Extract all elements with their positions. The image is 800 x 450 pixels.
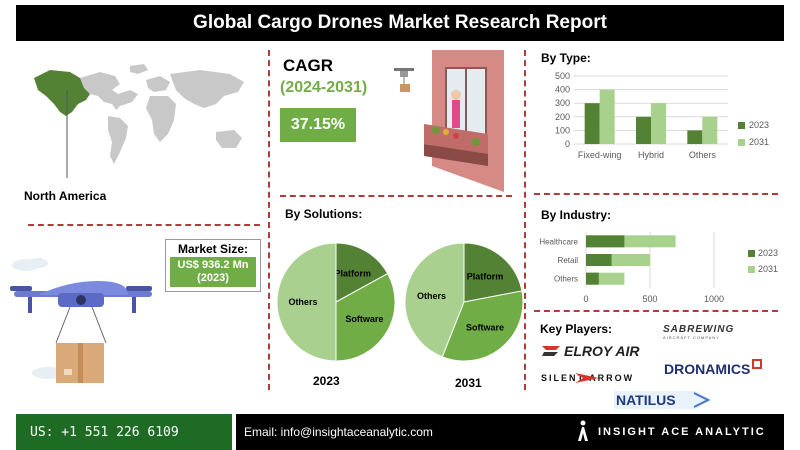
industry-legend-label: 2031 — [758, 264, 778, 274]
market-size-value-box: US$ 936.2 Mn (2023) — [170, 257, 256, 287]
cargo-drone-illustration — [10, 258, 152, 383]
type-bar-2023 — [636, 116, 651, 144]
pie-slice-platform — [335, 242, 389, 303]
by-solutions-pie-2023: Platform Software Others — [276, 242, 396, 362]
type-ytick-label: 500 — [555, 71, 570, 81]
pie-label: Platform — [335, 269, 372, 279]
pie-slice-others — [404, 242, 465, 358]
north-america-region — [34, 70, 90, 116]
type-legend-swatch — [738, 122, 745, 129]
type-bar-2031 — [702, 116, 718, 144]
type-legend-swatch — [738, 139, 745, 146]
type-ytick-label: 0 — [565, 139, 570, 149]
by-industry-bar-chart: 0 500 1000 Healthcare Retail Others 2023 2031 — [539, 232, 778, 304]
industry-bar-2023 — [586, 235, 625, 248]
type-bar-2023 — [584, 103, 600, 144]
pie-year-2023: 2023 — [313, 374, 340, 388]
region-label: North America — [24, 189, 107, 203]
divider-right-1 — [534, 193, 778, 195]
dronamics-name: DRONAMICS — [664, 361, 751, 377]
by-solutions-pie-2031: Platform Software Others — [404, 242, 524, 362]
divider-vertical-2 — [524, 50, 526, 390]
type-ytick-label: 200 — [555, 112, 570, 122]
type-category-label: Hybrid — [638, 150, 664, 160]
key-players-title: Key Players: — [540, 322, 613, 336]
type-ytick-label: 400 — [555, 85, 570, 95]
pie-slice-software — [335, 272, 396, 362]
balcony-drone-illustration — [394, 50, 504, 192]
dronamics-logo: DRONAMICS — [664, 358, 763, 380]
market-size-value: US$ 936.2 Mn — [177, 259, 249, 271]
footer-contact-bar: Email: info@insightaceanalytic.com INSIG… — [236, 414, 784, 450]
report-title: Global Cargo Drones Market Research Repo… — [193, 12, 607, 33]
footer-brand: INSIGHT ACE ANALYTIC — [598, 426, 766, 438]
industry-bar-2023 — [586, 272, 599, 285]
pie-label: Others — [417, 291, 446, 301]
industry-category-label: Healthcare — [539, 237, 578, 246]
silent-arrow-logo: SILENT ARROW — [541, 371, 634, 385]
industry-legend-swatch — [748, 250, 755, 257]
type-legend-label: 2031 — [749, 137, 769, 147]
pie-label: Software — [466, 322, 504, 332]
pie-slice-platform — [463, 242, 523, 303]
elroy-mark-icon — [542, 346, 560, 356]
report-title-bar: Global Cargo Drones Market Research Repo… — [16, 5, 784, 41]
by-solutions-title: By Solutions: — [285, 207, 363, 221]
type-category-label: Others — [689, 150, 717, 160]
industry-legend-label: 2023 — [758, 248, 778, 258]
dronamics-mark-icon — [752, 359, 763, 369]
pie-slice-software — [441, 290, 524, 362]
by-type-bar-chart: 0 100 200 300 400 500 Fixed-wing Hybrid Others 20… — [555, 71, 769, 160]
cagr-value: 37.15% — [280, 108, 356, 142]
type-ytick-label: 300 — [555, 98, 570, 108]
elroy-air-name: ELROY AIR — [564, 343, 640, 359]
cagr-period: (2024-2031) — [280, 79, 368, 96]
elroy-air-logo: ELROY AIR — [540, 341, 639, 361]
insight-ace-logo-icon — [578, 420, 588, 441]
footer-email[interactable]: Email: info@insightaceanalytic.com — [244, 425, 433, 439]
industry-category-label: Retail — [558, 256, 579, 265]
world-map — [34, 64, 244, 178]
pie-label: Platform — [467, 272, 504, 282]
market-size-label: Market Size: — [177, 242, 249, 256]
by-type-title: By Type: — [541, 51, 591, 65]
natilus-logo: NATILUS — [614, 389, 714, 411]
market-size-card: Market Size: US$ 936.2 Mn (2023) — [165, 239, 261, 292]
sabrewing-logo: SABREWING AIRCRAFT COMPANY — [663, 324, 735, 350]
type-bar-2023 — [687, 130, 703, 144]
divider-right-2 — [534, 310, 778, 312]
pie-label: Others — [288, 297, 317, 307]
industry-category-label: Others — [554, 275, 578, 284]
market-size-year: (2023) — [197, 272, 229, 284]
type-category-label: Fixed-wing — [578, 150, 622, 160]
industry-xtick-label: 500 — [642, 294, 657, 304]
type-bar-2031 — [651, 103, 666, 144]
natilus-arrow-icon — [614, 391, 712, 409]
silent-arrow-icon — [575, 373, 599, 383]
cagr-title: CAGR — [283, 56, 334, 75]
divider-vertical-1 — [268, 50, 270, 390]
sabrewing-name: SABREWING — [663, 324, 735, 335]
industry-legend-swatch — [748, 266, 755, 273]
natilus-name: NATILUS — [616, 392, 676, 408]
pie-slice-others — [276, 242, 337, 362]
by-industry-title: By Industry: — [541, 208, 612, 222]
pie-label: Software — [345, 314, 383, 324]
divider-left — [28, 224, 260, 226]
industry-xtick-label: 0 — [583, 294, 588, 304]
pie-year-2031: 2031 — [455, 376, 482, 390]
industry-bar-2023 — [586, 254, 612, 266]
footer-phone[interactable]: US: +1 551 226 6109 — [30, 424, 179, 440]
sabrewing-sub: AIRCRAFT COMPANY — [663, 335, 720, 340]
type-ytick-label: 100 — [555, 125, 570, 135]
type-legend-label: 2023 — [749, 120, 769, 130]
footer-phone-bar: US: +1 551 226 6109 — [16, 414, 232, 450]
divider-center — [280, 195, 512, 197]
industry-xtick-label: 1000 — [704, 294, 724, 304]
type-bar-2031 — [599, 89, 615, 144]
